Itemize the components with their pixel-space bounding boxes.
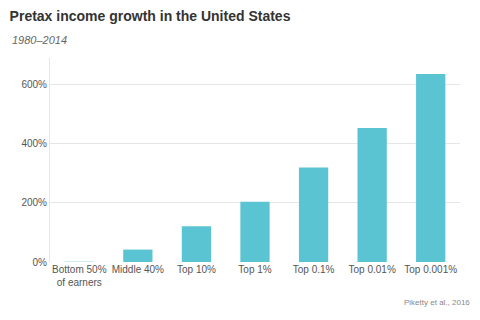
svg-text:Piketty et al., 2016: Piketty et al., 2016 (404, 298, 470, 307)
svg-text:Top 0.001%: Top 0.001% (404, 264, 457, 275)
svg-text:400%: 400% (21, 138, 47, 149)
svg-text:0%: 0% (33, 257, 48, 268)
svg-text:Middle 40%: Middle 40% (112, 264, 164, 275)
svg-text:Top 0.1%: Top 0.1% (293, 264, 335, 275)
svg-text:Top 0.01%: Top 0.01% (349, 264, 396, 275)
svg-text:Top 10%: Top 10% (177, 264, 216, 275)
svg-text:600%: 600% (21, 79, 47, 90)
svg-text:Bottom 50%of earners: Bottom 50%of earners (52, 264, 107, 288)
svg-text:Top 1%: Top 1% (238, 264, 271, 275)
svg-text:Pretax income growth in the Un: Pretax income growth in the United State… (10, 8, 291, 24)
svg-text:200%: 200% (21, 197, 47, 208)
svg-text:1980–2014: 1980–2014 (12, 34, 67, 46)
